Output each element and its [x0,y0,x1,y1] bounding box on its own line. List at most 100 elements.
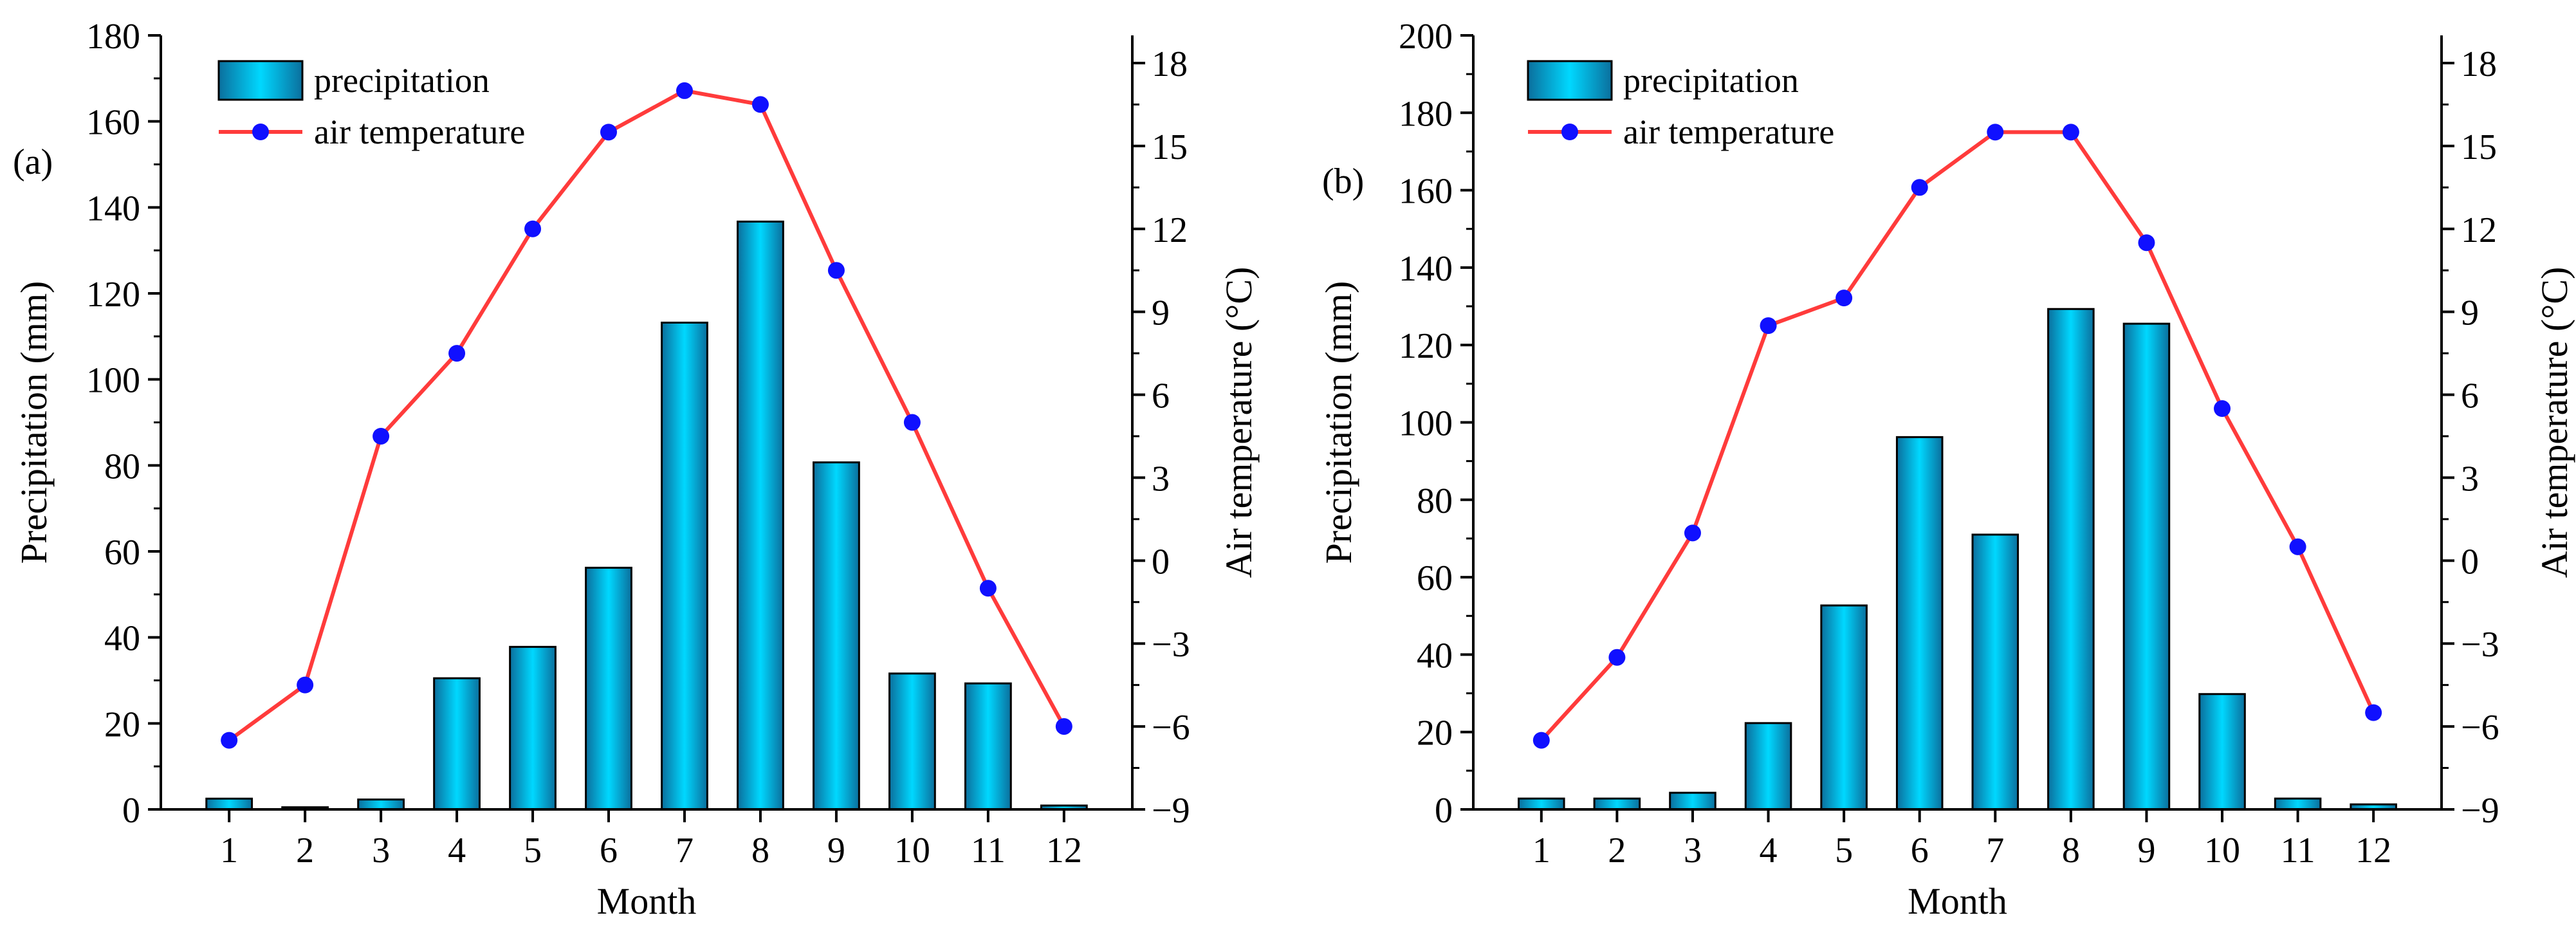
air-temperature-point [221,732,238,749]
air-temperature-point [903,414,921,431]
panel-b: 020406080100120140160180200−9−6−30369121… [1318,17,2575,922]
precipitation-bar [964,682,1012,811]
precipitation-bar [205,797,253,811]
precipitation-bar [661,321,708,811]
right-tick-label: 15 [2461,127,2497,167]
left-tick-label: 140 [86,189,140,228]
left-tick-label: 120 [86,275,140,315]
right-tick-label: 3 [1152,459,1170,499]
left-tick-label: 120 [1399,326,1453,366]
right-tick-label: 0 [1152,542,1170,582]
precipitation-bar [2122,322,2171,811]
left-tick-label: 200 [1399,17,1453,57]
precipitation-bar [509,645,557,811]
left-tick-label: 180 [86,17,140,57]
air-temperature-point [373,427,390,445]
left-tick-label: 0 [122,791,140,831]
left-tick-label: 100 [86,361,140,401]
air-temperature-point [297,676,314,694]
air-temperature-point [2214,400,2231,418]
x-tick-label: 5 [524,831,542,871]
x-axis-title: Month [1908,880,2007,922]
legend-marker-swatch [1561,124,1578,140]
x-tick-label: 2 [296,831,314,871]
right-tick-label: 0 [2461,542,2479,582]
x-tick-label: 7 [1986,831,2004,871]
x-tick-label: 3 [372,831,390,871]
air-temperature-point [2289,538,2306,555]
x-tick-label: 6 [1911,831,1929,871]
air-temperature-point [1835,290,1853,307]
left-tick-label: 100 [1399,404,1453,444]
legend-bar-label: precipitation [314,61,490,100]
air-temperature-point [751,96,769,113]
x-tick-label: 10 [2204,831,2240,871]
right-tick-label: 18 [2461,44,2497,84]
legend-bar-label: precipitation [1623,61,1799,100]
right-tick-label: −9 [1152,791,1190,831]
right-tick-label: 12 [1152,210,1188,250]
legend-bar-swatch [217,60,304,101]
left-tick-label: 40 [104,619,140,659]
precipitation-bar [1744,722,1792,811]
left-tick-label: 60 [104,533,140,573]
x-tick-label: 8 [751,831,769,871]
precipitation-bar [433,677,481,811]
x-tick-label: 1 [220,831,238,871]
left-tick-label: 20 [104,705,140,744]
air-temperature-point [2138,234,2155,252]
precipitation-bar [1669,791,1716,811]
left-tick-label: 180 [1399,94,1453,134]
precipitation-bar [2047,308,2095,811]
air-temperature-point [979,580,997,597]
left-tick-label: 40 [1417,636,1453,676]
panel-a: 020406080100120140160180−9−6−30369121518… [13,17,1260,922]
x-tick-label: 11 [971,831,1006,871]
air-temperature-point [524,220,542,237]
precipitation-bar [357,798,405,811]
x-tick-label: 11 [2281,831,2315,871]
legend-marker-swatch [252,124,269,140]
air-temperature-point [1532,732,1550,749]
air-temperature-point [676,82,693,99]
left-tick-label: 20 [1417,714,1453,753]
right-tick-label: −6 [1152,708,1190,748]
precipitation-bar [737,220,784,811]
precipitation-bar [2274,797,2322,811]
air-temperature-point [2062,124,2079,141]
left-tick-label: 160 [1399,172,1453,212]
precipitation-bar [1593,797,1641,811]
left-tick-label: 0 [1435,791,1453,831]
legend-line-label: air temperature [314,113,525,151]
x-tick-label: 4 [448,831,466,871]
precipitation-bar [813,461,860,811]
precipitation-bar [1895,436,1944,811]
precipitation-bar [1518,797,1565,811]
x-tick-label: 12 [2355,831,2391,871]
y-axis-title-left: Precipitation (mm) [1318,281,1359,564]
air-temperature-point [1760,317,1777,335]
precipitation-bar [1820,604,1868,811]
x-tick-label: 3 [1684,831,1702,871]
x-tick-label: 7 [676,831,694,871]
left-tick-label: 80 [1417,481,1453,521]
right-tick-label: 9 [1152,293,1170,333]
x-axis-title: Month [597,880,697,922]
right-tick-label: −6 [2461,708,2499,748]
legend-line-label: air temperature [1623,113,1834,151]
x-tick-label: 5 [1835,831,1853,871]
x-tick-label: 2 [1608,831,1626,871]
y-axis-title-right: Air temperature (°C) [1218,267,1260,578]
right-tick-label: −3 [1152,625,1190,665]
left-tick-label: 140 [1399,249,1453,289]
right-tick-label: 18 [1152,44,1188,84]
panel-label: (a) [13,142,53,182]
right-tick-label: 12 [2461,210,2497,250]
air-temperature-point [1684,524,1701,542]
legend-bar-swatch [1527,60,1613,101]
right-tick-label: −9 [2461,791,2499,831]
air-temperature-point [1608,649,1626,666]
left-tick-label: 60 [1417,558,1453,598]
precipitation-bar [585,566,632,811]
